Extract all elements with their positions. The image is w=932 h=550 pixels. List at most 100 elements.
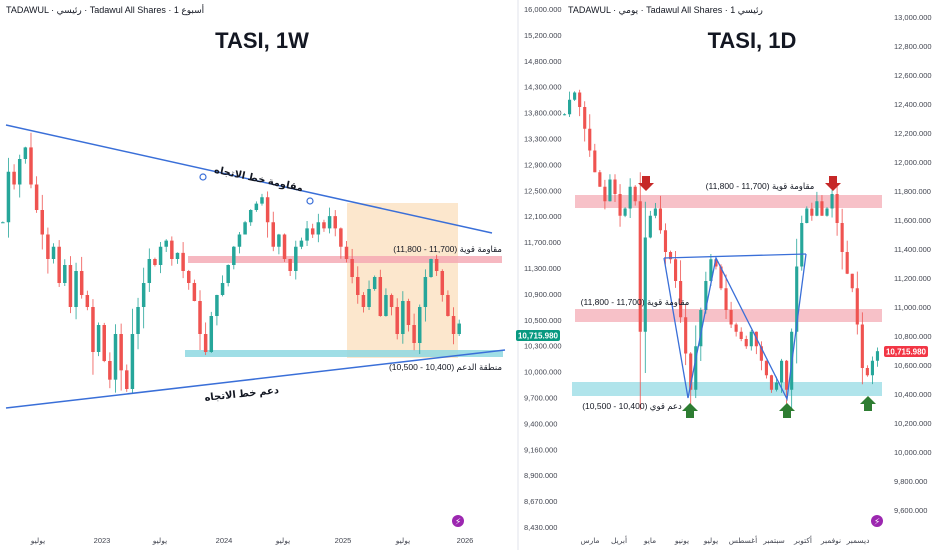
candle-body	[810, 208, 814, 216]
candle-body	[603, 186, 607, 202]
y-tick: 12,200.000	[894, 129, 932, 138]
y-tick: 9,400.000	[524, 419, 557, 428]
lower-trendline	[5, 349, 506, 409]
x-tick: يوليو	[395, 536, 410, 545]
candle-body	[689, 353, 693, 390]
candle-body	[125, 370, 129, 389]
candle-body	[653, 208, 657, 216]
candle-body	[401, 301, 405, 334]
x-tick: سبتمبر	[762, 536, 785, 545]
candle-body	[406, 301, 411, 325]
candle-body	[96, 325, 101, 352]
chart-title: TASI, 1W	[215, 28, 309, 53]
y-tick: 11,300.000	[524, 264, 561, 273]
candle-body	[85, 295, 90, 307]
arrow-up-icon	[860, 396, 876, 411]
candle-body	[795, 266, 799, 332]
candle-body	[63, 265, 67, 283]
candle-body	[389, 295, 394, 307]
support-zone	[572, 382, 882, 396]
candle-body	[679, 281, 683, 318]
candle-body	[588, 128, 592, 151]
candle-body	[562, 114, 567, 116]
y-axis-weekly: 16,000.000 15,200.000 14,800.000 14,300.000…	[524, 5, 562, 532]
x-tick: ديسمبر	[846, 536, 870, 545]
candle-body	[694, 346, 698, 390]
candle-body	[724, 288, 728, 310]
candle-body	[254, 203, 259, 210]
candle-body	[663, 230, 668, 252]
y-tick: 10,500.000	[524, 316, 562, 325]
y-tick: 12,800.000	[894, 42, 932, 51]
candle-body	[164, 240, 168, 247]
candle-body	[113, 334, 118, 380]
candle-body	[674, 259, 678, 281]
candle-body	[623, 208, 627, 216]
candle-body	[271, 222, 276, 247]
candle-body	[23, 147, 28, 159]
last-price-label: 10,715.980	[886, 348, 927, 357]
y-tick: 11,600.000	[894, 216, 931, 225]
candle-body	[850, 273, 854, 289]
symbol-line: TADAWUL · يومي · Tadawul All Shares · 1 …	[568, 5, 763, 15]
candle-body	[192, 283, 197, 301]
x-tick: يوليو	[703, 536, 718, 545]
last-price-badge	[884, 346, 928, 357]
candle-body	[764, 360, 768, 376]
candle-body	[412, 325, 416, 343]
candle-body	[870, 360, 874, 376]
candle-body	[845, 252, 849, 274]
y-tick: 12,400.000	[894, 100, 932, 109]
y-tick: 10,000.000	[524, 368, 562, 377]
arrow-down-icon	[638, 176, 654, 191]
lightning-icon-glyph: ⚡	[455, 517, 461, 527]
candle-body	[451, 316, 456, 334]
candle-body	[440, 271, 445, 295]
arrow-up-icon	[779, 403, 795, 418]
candle-body	[417, 307, 422, 343]
candle-body	[198, 301, 202, 334]
candle-body	[203, 334, 208, 352]
candle-body	[277, 234, 281, 247]
candle-body	[744, 339, 748, 347]
candle-body	[12, 171, 16, 185]
candle-body	[260, 197, 264, 204]
weekly-chart: TADAWUL · رئيسي · Tadawul All Shares · 1…	[1, 4, 562, 545]
x-axis: مارس أبريل مايو يونيو يوليو أغسطس سبتمبر…	[580, 535, 869, 545]
y-tick: 16,000.000	[524, 5, 562, 14]
lightning-icon[interactable]	[871, 515, 883, 527]
candle-body	[769, 375, 774, 390]
y-tick: 12,100.000	[524, 212, 562, 221]
y-tick: 12,000.000	[894, 158, 932, 167]
lightning-icon[interactable]	[452, 515, 464, 527]
y-tick: 11,400.000	[894, 245, 931, 254]
x-tick: يوليو	[30, 536, 45, 545]
candle-body	[729, 310, 733, 325]
candle-body	[593, 150, 597, 173]
candle-body	[668, 252, 673, 260]
candle-body	[136, 307, 140, 334]
candle-body	[232, 246, 236, 265]
candle-body	[350, 259, 354, 277]
x-tick: 2026	[457, 536, 474, 545]
candle-body	[618, 194, 622, 216]
candle-body	[734, 324, 738, 332]
x-axis: يوليو 2023 يوليو 2024 يوليو 2025 يوليو 2…	[30, 536, 474, 545]
y-tick: 13,300.000	[524, 135, 562, 144]
resistance-label: (11,800 - 11,700) مقاومة قوية	[706, 181, 815, 191]
y-tick: 12,500.000	[524, 186, 562, 195]
candle-body	[825, 208, 829, 216]
candle-body	[17, 159, 22, 185]
candle-body	[29, 147, 33, 185]
x-tick: أكتوبر	[793, 535, 812, 545]
candle-body	[684, 317, 688, 354]
x-tick: يوليو	[275, 536, 290, 545]
candle-body	[785, 360, 789, 390]
y-tick: 8,670.000	[524, 497, 557, 506]
x-tick: 2025	[335, 536, 352, 545]
x-tick: مارس	[580, 536, 599, 545]
candle-body	[356, 277, 360, 295]
x-tick: نوفمبر	[820, 536, 841, 545]
candle-body	[384, 295, 388, 316]
candle-body	[339, 228, 343, 247]
